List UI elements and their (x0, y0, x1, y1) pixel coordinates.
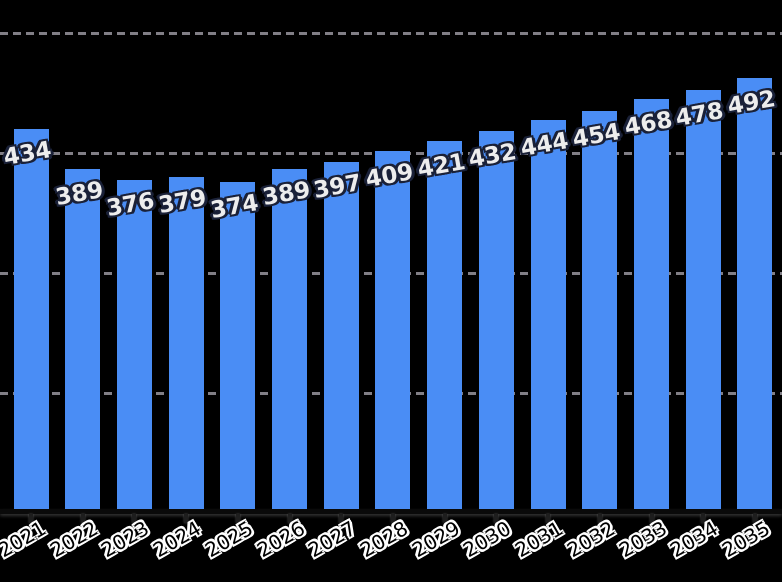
x-tick (132, 514, 137, 523)
x-tick-label: 2026 (252, 516, 309, 563)
bar-2031 (530, 120, 566, 514)
x-tick-label: 2028 (355, 516, 412, 563)
x-tick-label: 2033 (614, 516, 671, 563)
x-tick-label: 2032 (562, 516, 619, 563)
x-tick (649, 514, 654, 523)
x-tick-label: 2027 (304, 516, 361, 563)
x-tick-label: 2025 (200, 516, 257, 563)
bar-2033 (634, 99, 670, 514)
x-tick (701, 514, 706, 523)
x-tick (235, 514, 240, 523)
bar-2024 (168, 177, 204, 514)
bar-2023 (116, 180, 152, 514)
bar-2035 (737, 78, 773, 514)
bar-2027 (323, 161, 359, 514)
x-axis-line (0, 509, 782, 514)
x-tick-label: 2023 (97, 516, 154, 563)
bar-2022 (65, 168, 101, 514)
x-tick (390, 514, 395, 523)
x-tick (597, 514, 602, 523)
x-tick (184, 514, 189, 523)
x-tick (546, 514, 551, 523)
bar-2021 (13, 129, 49, 514)
x-tick-label: 2029 (407, 516, 464, 563)
x-tick-label: 2022 (45, 516, 102, 563)
x-tick-label: 2031 (511, 516, 568, 563)
gridline (0, 32, 782, 35)
bar-2025 (220, 181, 256, 514)
bar-2028 (375, 151, 411, 514)
x-tick (287, 514, 292, 523)
x-tick (442, 514, 447, 523)
bar-2026 (272, 168, 308, 514)
x-tick-label: 2034 (666, 516, 723, 563)
x-tick (339, 514, 344, 523)
x-tick-label: 2021 (0, 516, 50, 563)
x-tick-label: 2030 (459, 516, 516, 563)
x-tick-label: 2024 (149, 516, 206, 563)
bar-2034 (685, 90, 721, 514)
x-tick-label: 2035 (717, 516, 774, 563)
x-tick (29, 514, 33, 523)
x-tick (752, 514, 757, 523)
bar-2030 (478, 130, 514, 514)
bar-2032 (582, 111, 618, 514)
bar-2029 (427, 140, 463, 514)
x-tick (494, 514, 499, 523)
x-tick (80, 514, 85, 523)
